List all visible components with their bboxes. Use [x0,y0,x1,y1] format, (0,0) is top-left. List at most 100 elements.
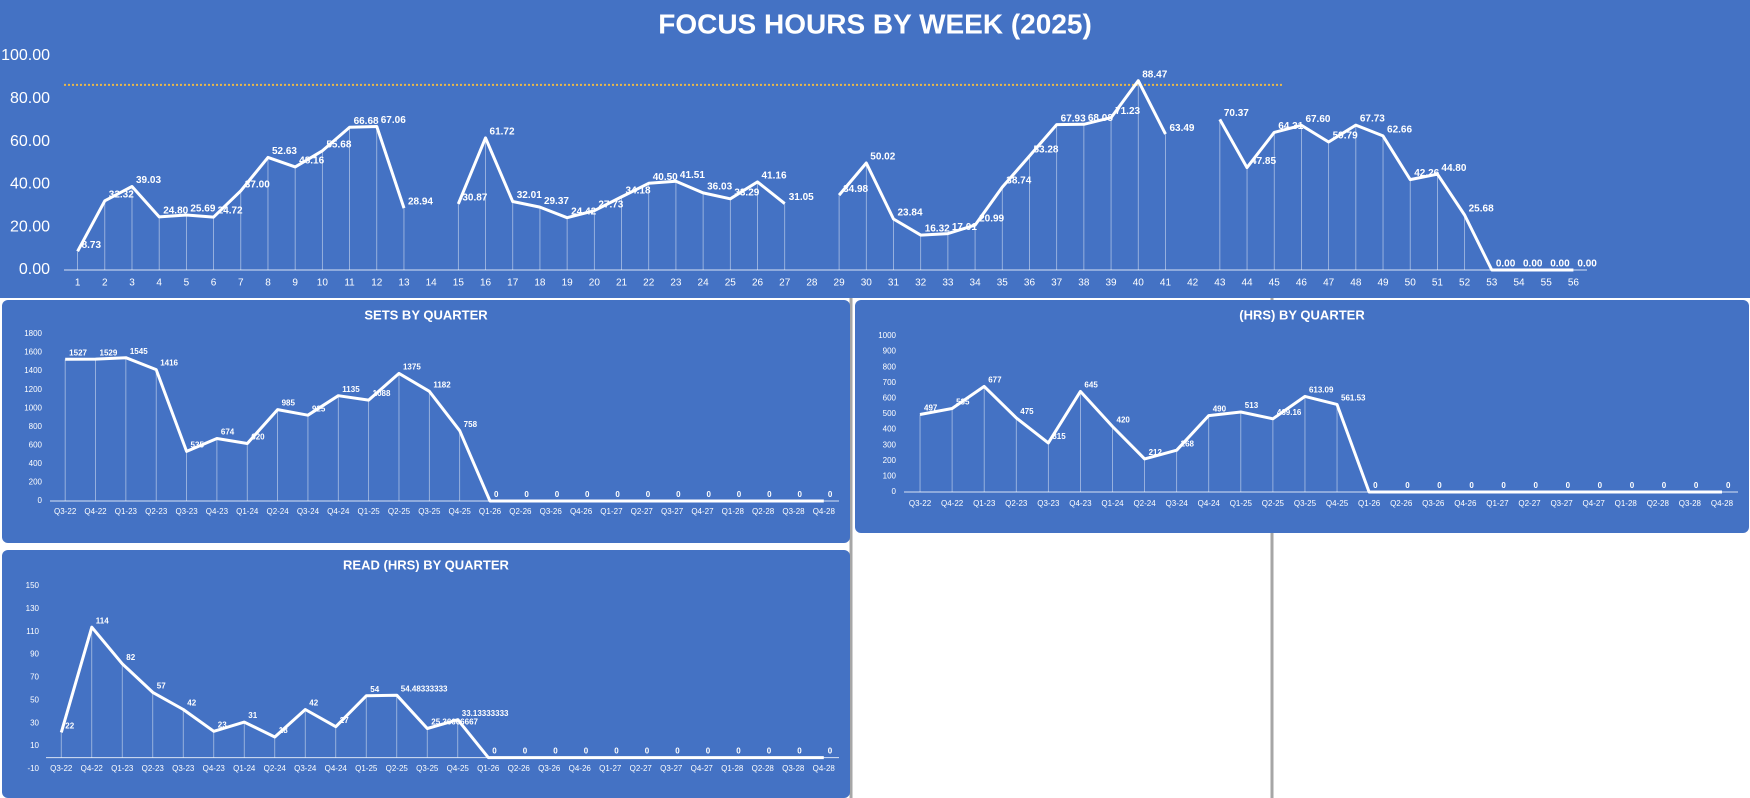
y-tick-label: 1400 [24,366,42,375]
data-label: 0 [828,490,833,499]
data-label: 18 [279,726,288,735]
data-label: 16.32 [925,224,950,235]
x-tick-label: Q4-24 [1198,499,1221,508]
x-tick-label: Q4-26 [570,507,593,516]
data-label: 0 [767,490,772,499]
x-tick-label: 1 [75,278,81,289]
x-tick-label: Q1-23 [973,499,996,508]
y-tick-label: 400 [883,425,897,434]
x-tick-label: Q4-28 [1711,499,1734,508]
x-tick-label: 42 [1187,278,1199,289]
x-tick-label: 46 [1296,278,1308,289]
data-label: 66.68 [354,116,379,127]
data-label: 39.03 [136,175,161,186]
data-label: 469.16 [1277,408,1302,417]
data-label: 985 [282,399,296,408]
data-label: 0 [736,747,741,756]
x-tick-label: Q2-23 [142,764,165,773]
data-label: 645 [1084,380,1098,389]
x-tick-label: Q2-26 [1390,499,1413,508]
x-tick-label: Q3-26 [538,764,561,773]
y-tick-label: 10 [30,741,39,750]
x-tick-label: 49 [1377,278,1389,289]
x-tick-label: Q2-28 [752,764,775,773]
x-tick-label: Q1-24 [1101,499,1124,508]
data-label: 1527 [69,348,87,357]
chart-title: (HRS) BY QUARTER [1239,307,1365,322]
data-label: 475 [1020,407,1034,416]
panel [2,550,850,798]
x-tick-label: Q4-22 [84,507,107,516]
x-tick-label: Q4-27 [691,507,714,516]
x-tick-label: Q2-26 [508,764,531,773]
data-label: 36.03 [707,182,732,193]
x-tick-label: 24 [698,278,710,289]
x-tick-label: 6 [211,278,217,289]
x-tick-label: 15 [453,278,465,289]
data-label: 0 [797,747,802,756]
x-tick-label: Q3-24 [294,764,317,773]
x-tick-label: 29 [834,278,846,289]
data-label: 41.16 [762,171,787,182]
x-tick-label: 27 [779,278,791,289]
x-tick-label: Q3-25 [418,507,441,516]
data-label: 0 [524,490,529,499]
line [919,384,1722,494]
data-label: 44.80 [1441,163,1466,174]
data-label: 0.00 [1577,259,1597,270]
data-label: 25.68 [1469,204,1494,215]
y-tick-label: 400 [29,459,43,468]
y-tick-label: 900 [883,347,897,356]
data-label: 20.99 [979,214,1004,225]
x-tick-label: 17 [507,278,519,289]
chart-title: SETS BY QUARTER [364,307,488,322]
x-tick-label: Q3-25 [416,764,439,773]
data-label: 0 [767,747,772,756]
x-tick-label: 48 [1350,278,1362,289]
y-tick-label: 80.00 [10,90,50,107]
data-label: 0 [494,490,499,499]
data-label: 22 [65,722,74,731]
data-label: 67.06 [381,115,406,126]
x-tick-label: 2 [102,278,108,289]
data-label: 0 [1534,481,1539,490]
x-tick-label: Q3-27 [1550,499,1573,508]
x-tick-label: 13 [398,278,410,289]
x-tick-label: Q4-27 [1583,499,1606,508]
line [65,356,824,503]
x-tick-label: Q1-27 [599,764,622,773]
data-label: 1088 [373,389,391,398]
data-label: 212 [1149,448,1163,457]
x-tick-label: Q2-25 [388,507,411,516]
x-tick-label: Q4-26 [569,764,592,773]
x-tick-label: 5 [184,278,190,289]
x-tick-label: Q1-25 [1230,499,1253,508]
y-tick-label: 50 [30,695,39,704]
data-label: 27 [340,716,349,725]
x-tick-label: Q4-23 [203,764,226,773]
data-label: 0 [645,747,650,756]
data-label: 40.50 [653,172,678,183]
y-tick-label: 150 [26,581,40,590]
data-label: 0 [1566,481,1571,490]
x-tick-label: 53 [1486,278,1498,289]
data-label: 0 [1598,481,1603,490]
data-label: 1416 [160,359,178,368]
y-tick-label: 200 [883,456,897,465]
x-tick-label: Q4-26 [1454,499,1477,508]
data-label: 561.53 [1341,394,1366,403]
data-label: 1182 [433,380,451,389]
x-tick-label: Q2-28 [752,507,775,516]
x-tick-label: Q4-22 [941,499,964,508]
data-label: 0.00 [1550,259,1570,270]
x-tick-label: Q1-27 [600,507,623,516]
x-tick-label: 45 [1269,278,1281,289]
x-tick-label: 4 [156,278,162,289]
data-label: 28.94 [408,197,433,208]
data-label: 490 [1213,405,1227,414]
x-tick-label: Q1-26 [1358,499,1381,508]
data-label: 42 [187,699,196,708]
data-label: 620 [251,433,265,442]
data-label: 24.80 [163,206,188,217]
x-tick-label: 19 [562,278,574,289]
